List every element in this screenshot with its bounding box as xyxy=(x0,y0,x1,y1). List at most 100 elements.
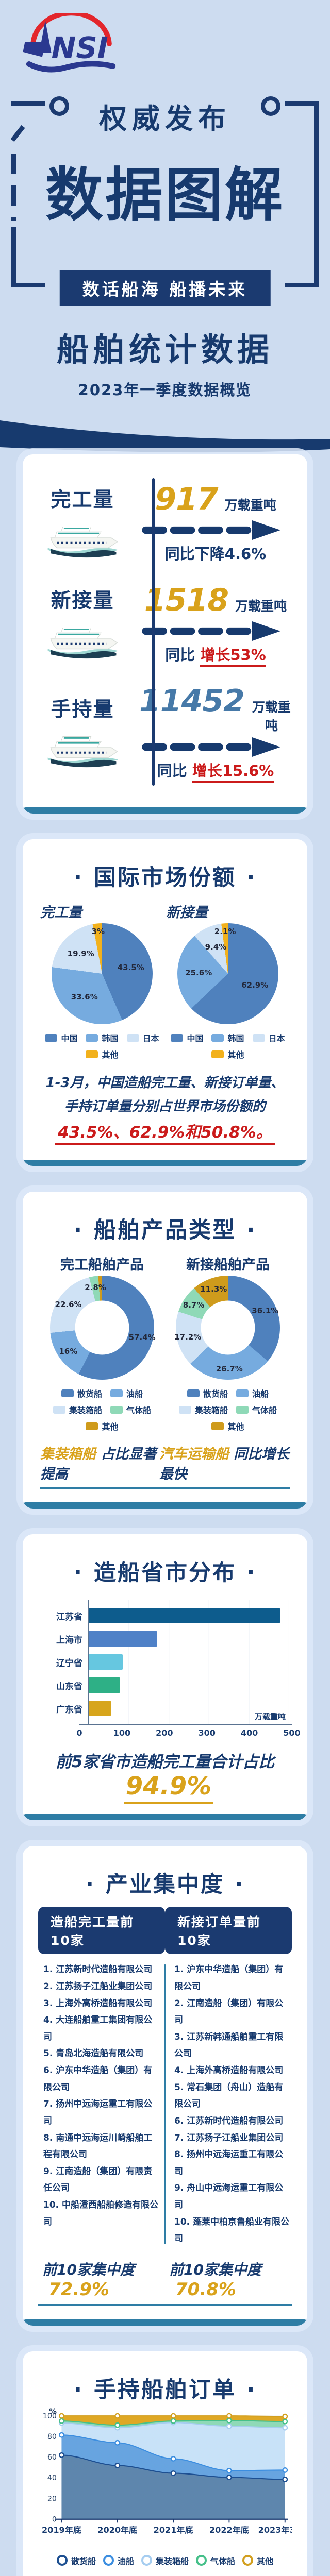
legend-marker-icon xyxy=(61,1389,74,1397)
legend-item: 气体船 xyxy=(110,1403,151,1416)
slice-label: 11.3% xyxy=(200,1284,227,1294)
company-item: 6. 江苏新时代造船有限公司 xyxy=(174,2115,284,2126)
legend-marker-icon xyxy=(103,2555,114,2566)
svg-text:2023年3月底: 2023年3月底 xyxy=(258,2525,292,2535)
pie-subtitle: 完工量 xyxy=(40,905,82,921)
pie-block-new: 新接量 62.9% 25.6% 9.4% 2.1% 中国 韩国 日本 其他 xyxy=(165,898,291,1060)
pie-legend: 中国 韩国 日本 其他 xyxy=(165,1031,291,1060)
donut-legend: 散货船 油船 集装箱船 气体船 其他 xyxy=(39,1387,165,1432)
legend-item: 油船 xyxy=(236,1387,269,1399)
axis-unit: 万载重吨 xyxy=(254,1712,286,1722)
card-concentration: 产业集中度 造船完工量前10家 新接订单量前10家 1. 江苏新时代造船有限公司… xyxy=(23,1846,307,2326)
cruise-ship-icon xyxy=(47,628,119,659)
pie-subtitle: 新接量 xyxy=(166,905,208,921)
province-bar xyxy=(89,1631,158,1647)
concentration-footer-completions: 前10家集中度 72.9% xyxy=(38,2259,165,2306)
legend-item: 气体船 xyxy=(236,1403,277,1416)
card-bottom-rule xyxy=(23,2319,307,2326)
section-title: 手持船舶订单 xyxy=(38,2372,292,2404)
legend-marker-icon xyxy=(236,1405,249,1414)
legend-marker-icon xyxy=(236,1389,249,1397)
legend-marker-icon xyxy=(187,1389,200,1397)
company-item: 4. 大连船舶重工集团有限公司 xyxy=(43,2015,153,2042)
slice-label: 16% xyxy=(59,1346,78,1356)
company-item: 2. 江苏扬子江船业集团公司 xyxy=(43,1981,153,1992)
hero-frame: 权威发布 数据图解 数话船海 船播未来 xyxy=(10,93,319,306)
legend-item: 其他 xyxy=(211,1048,244,1060)
stats-grid: 完工量 917 万载重吨 xyxy=(38,470,292,794)
dashed-arrow-icon xyxy=(142,621,280,641)
frame-ring-icon xyxy=(50,96,69,116)
frame-ring-icon xyxy=(261,96,280,116)
company-item: 7. 扬州中远海运重工有限公司 xyxy=(43,2099,153,2126)
stat-row-on-hand: 手持量 11452 万载重吨 xyxy=(38,674,292,790)
wave-divider xyxy=(0,420,330,453)
axis-tick: 300 xyxy=(198,1728,216,1738)
stat-note: 同比下降4.6% xyxy=(164,545,267,563)
donut-legend: 散货船 油船 集装箱船 气体船其他 xyxy=(165,1387,291,1432)
list-divider xyxy=(164,1964,166,2244)
legend-marker-icon xyxy=(110,1405,123,1414)
donut-subtitle: 完工船舶产品 xyxy=(60,1257,144,1274)
legend-item: 日本 xyxy=(252,1031,285,1044)
svg-text:2021年底: 2021年底 xyxy=(154,2525,193,2535)
legend-marker-icon xyxy=(86,1422,98,1430)
kicker: 权威发布 xyxy=(99,103,231,135)
stat-note: 同比 增长53% xyxy=(139,643,292,667)
province-x-axis: 0 100 200 300 400 500 xyxy=(76,1724,301,1740)
pie-legend: 中国 韩国 日本 其他 xyxy=(39,1031,165,1060)
company-item: 1. 沪东中华造船（集团）有限公司 xyxy=(174,1964,284,1992)
frame-line xyxy=(11,283,45,287)
frame-dashes xyxy=(11,154,16,221)
badge-top10-completions: 造船完工量前10家 xyxy=(38,1907,165,1955)
svg-text:2020年底: 2020年底 xyxy=(97,2525,137,2535)
company-item: 8. 南通中远海运川崎船舶工程有限公司 xyxy=(43,2132,153,2160)
legend-marker-icon xyxy=(196,2555,207,2566)
company-item: 3. 上海外高桥造船有限公司 xyxy=(43,1998,153,2009)
legend-item: 散货船 xyxy=(61,1387,102,1399)
legend-item: 其他 xyxy=(211,1420,244,1432)
axis-tick: 400 xyxy=(240,1728,258,1738)
legend-item: 散货船 xyxy=(187,1387,228,1399)
svg-text:60: 60 xyxy=(47,2453,57,2462)
stat-label: 手持量 xyxy=(51,698,114,721)
cruise-ship-icon xyxy=(47,527,119,558)
section-title: 造船省市分布 xyxy=(38,1555,292,1587)
svg-text:2022年底: 2022年底 xyxy=(209,2525,249,2535)
main-title: 船舶统计数据 xyxy=(56,331,273,368)
province-bar-chart: 江苏省 上海市 辽宁省 山东省 广东省 万载重吨 xyxy=(41,1600,289,1724)
card-orders-on-hand: 手持船舶订单 0 20 40 60 80 100% 2019年底 2020年底 2021年底 20… xyxy=(23,2351,307,2576)
legend-item: 集装箱船 xyxy=(178,1403,228,1416)
card-bottom-rule xyxy=(23,1814,307,1821)
company-item: 2. 江南造船（集团）有限公司 xyxy=(174,1998,284,2026)
company-item: 5. 常石集团（舟山）造船有限公司 xyxy=(174,2082,284,2110)
province-label: 山东省 xyxy=(56,1681,82,1692)
company-item: 3. 江苏新韩通船舶重工有限公司 xyxy=(174,2031,284,2059)
stat-note: 同比 增长15.6% xyxy=(139,759,292,783)
stat-unit: 万载重吨 xyxy=(235,599,287,614)
axis-tick: 500 xyxy=(283,1728,301,1738)
stat-label: 完工量 xyxy=(51,488,114,512)
badge-top10-new-orders: 新接订单量前10家 xyxy=(165,1907,292,1955)
legend-item: 中国 xyxy=(45,1031,77,1044)
pie-chart-new-orders: 62.9% 25.6% 9.4% 2.1% xyxy=(177,923,278,1024)
orders-area-chart: 0 20 40 60 80 100% 2019年底 2020年底 2021年底 2022年底 202… xyxy=(42,2408,292,2535)
legend-marker-icon xyxy=(211,1050,224,1058)
slice-label: 17.2% xyxy=(174,1332,202,1342)
slice-label: 33.6% xyxy=(71,992,98,1002)
svg-text:20: 20 xyxy=(47,2495,57,2503)
province-label: 辽宁省 xyxy=(56,1658,82,1669)
svg-text:0: 0 xyxy=(52,2515,57,2523)
frame-line xyxy=(11,101,45,106)
legend-item: 散货船 xyxy=(56,2554,96,2567)
dashed-arrow-icon xyxy=(142,737,280,757)
province-bar xyxy=(89,1701,111,1717)
legend-marker-icon xyxy=(211,1422,224,1430)
legend-item: 韩国 xyxy=(211,1031,244,1044)
frame-line xyxy=(314,103,319,287)
province-label: 江苏省 xyxy=(56,1612,82,1622)
cansi-logo-icon: NSI xyxy=(23,13,116,73)
legend-item: 其他 xyxy=(86,1420,119,1432)
slice-label: 2.8% xyxy=(85,1282,106,1292)
pie-block-completed: 完工量 43.5% 33.6% 19.9% 3% 中国 韩国 日本 其他 xyxy=(39,898,165,1060)
